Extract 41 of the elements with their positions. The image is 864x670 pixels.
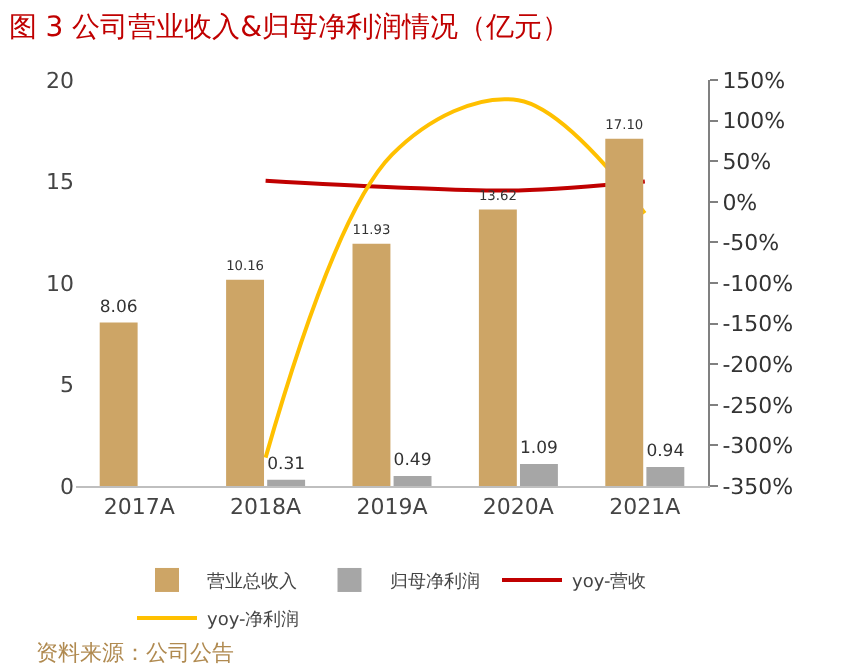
legend-label: yoy-营收 (572, 570, 647, 593)
bar (352, 243, 391, 486)
x-tick-label: 2017A (103, 494, 176, 521)
data-label: 0.49 (393, 451, 432, 472)
y2-tick-label: -150% (722, 311, 794, 338)
y2-tick-label: 0% (722, 189, 758, 216)
y-tick-label: 5 (60, 372, 74, 399)
bar (99, 322, 138, 486)
bar (393, 476, 432, 486)
y2-tick-label: 50% (722, 148, 772, 175)
y2-tick-label: -300% (722, 433, 794, 460)
y-tick-label: 15 (46, 169, 74, 196)
text: 资料来源：公司公告 (36, 640, 234, 666)
x-tick-label: 2018A (230, 494, 303, 521)
y2-tick-label: -250% (722, 392, 794, 419)
x-tick-label: 2021A (609, 494, 682, 521)
y2-tick-label: 100% (722, 108, 786, 135)
y-tick-label: 20 (46, 67, 74, 94)
bar (646, 466, 685, 486)
bar (519, 463, 558, 486)
y2-tick-label: -200% (722, 351, 794, 378)
bar (605, 138, 644, 486)
bar (226, 279, 265, 486)
y2-tick-label: -50% (722, 230, 780, 257)
data-label: 0.94 (646, 442, 685, 463)
y2-tick-label: -350% (722, 473, 794, 500)
chart-title: 图 3 公司营业收入&归母净利润情况（亿元） (8, 12, 571, 45)
data-label: 1.09 (520, 439, 558, 460)
data-label: 0.31 (267, 455, 306, 476)
data-label: 8.06 (99, 297, 138, 318)
bar (478, 209, 517, 486)
y-tick-label: 10 (46, 270, 74, 297)
x-tick-label: 2020A (482, 494, 555, 521)
legend-label: yoy-净利润 (207, 608, 300, 631)
y-tick-label: 0 (60, 473, 74, 500)
bar (267, 479, 306, 486)
legend-label: 营业总收入 (207, 570, 297, 593)
legend-label: 归母净利润 (389, 570, 480, 593)
x-tick-label: 2019A (356, 494, 429, 521)
y2-tick-label: 150% (722, 67, 786, 94)
y2-tick-label: -100% (722, 270, 794, 297)
